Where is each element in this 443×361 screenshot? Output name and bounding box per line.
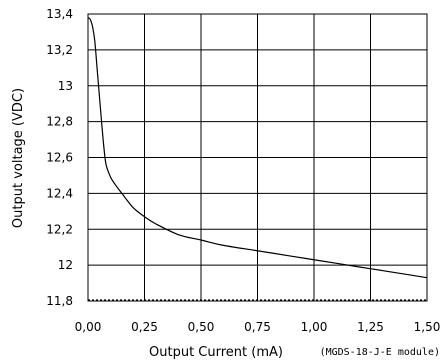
y-tick-label: 12,8 [46, 115, 73, 129]
y-tick-label: 12 [58, 258, 73, 272]
x-tick-label: 0,25 [131, 320, 158, 334]
plot-frame [87, 13, 428, 302]
y-tick-label: 12,2 [46, 222, 73, 236]
x-tick-labels: 0,00 0,25 0,50 0,75 1,00 1,25 1,50 [75, 320, 441, 334]
x-axis-label: Output Current (mA) [149, 345, 283, 360]
y-tick-label: 12,4 [46, 186, 73, 200]
grid [88, 14, 427, 301]
y-tick-labels: 11,8 12 12,2 12,4 12,6 12,8 13 13,2 13,4 [46, 7, 73, 308]
module-annotation: (MGDS-18-J-E module) [320, 347, 440, 358]
x-tick-label: 1,50 [414, 320, 441, 334]
x-tick-label: 0,75 [244, 320, 271, 334]
x-tick-label: 0,00 [75, 320, 102, 334]
y-tick-label: 13 [58, 79, 73, 93]
y-tick-label: 13,4 [46, 7, 73, 21]
x-tick-label: 1,25 [357, 320, 384, 334]
y-tick-label: 11,8 [46, 294, 73, 308]
y-tick-label: 12,6 [46, 151, 73, 165]
series-line [87, 17, 428, 279]
x-tick-label: 0,50 [188, 320, 215, 334]
y-tick-label: 13,2 [46, 43, 73, 57]
x-tick-label: 1,00 [301, 320, 328, 334]
y-axis-label: Output voltage (VDC) [11, 88, 26, 228]
